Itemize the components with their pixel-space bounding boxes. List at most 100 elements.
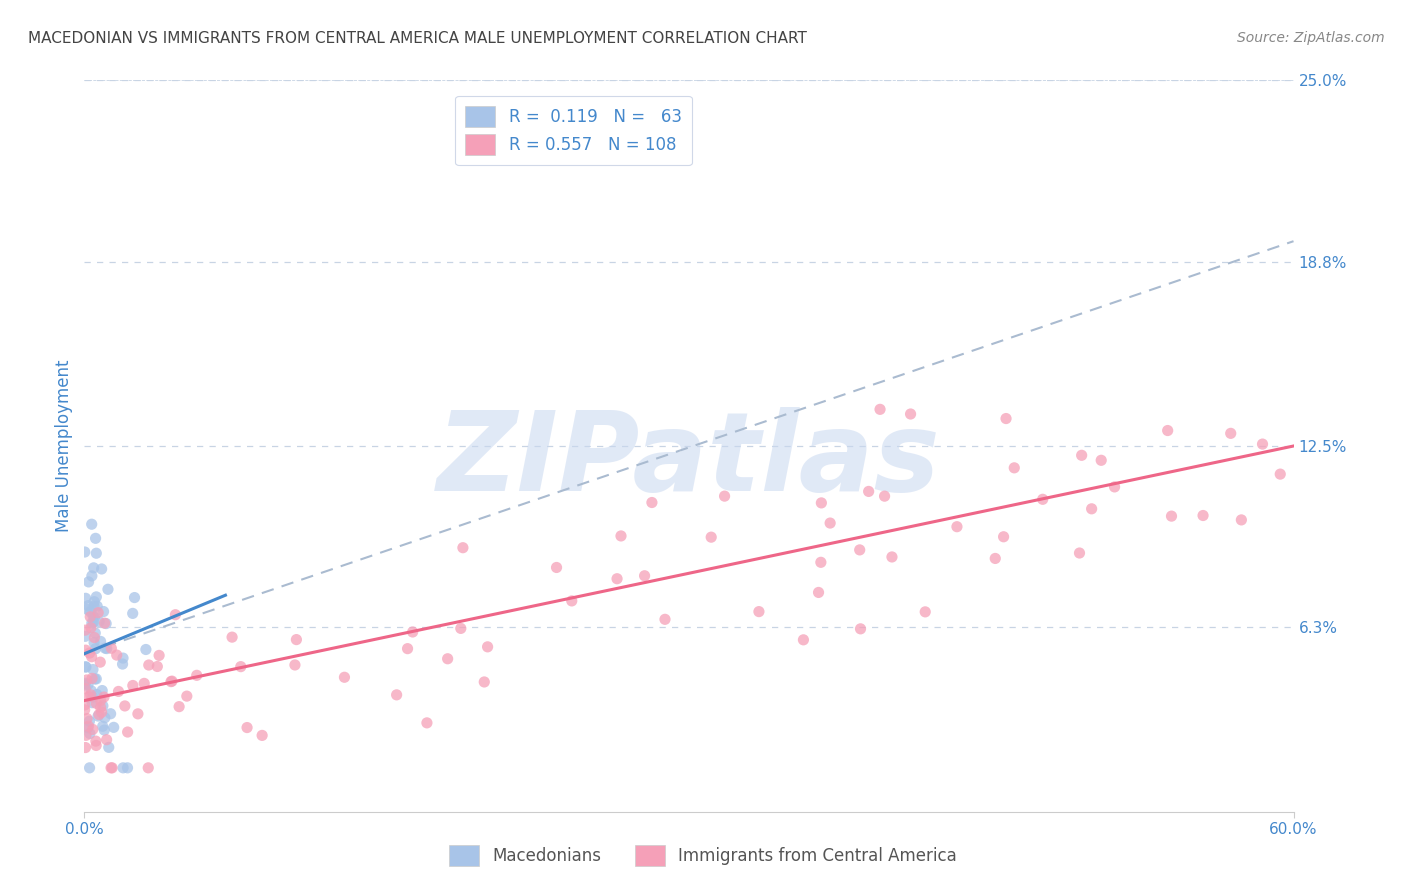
Point <box>86 590 108 604</box>
Point <box>75 740 97 755</box>
Point <box>858 484 880 499</box>
Point <box>121 607 143 621</box>
Point <box>176 689 198 703</box>
Point <box>111 657 134 671</box>
Point <box>84 734 107 748</box>
Point <box>818 516 841 530</box>
Point <box>100 641 122 656</box>
Point <box>77 719 100 733</box>
Point <box>984 551 1007 566</box>
Point <box>402 625 425 640</box>
Point <box>105 648 128 662</box>
Point <box>86 599 108 614</box>
Point <box>82 615 104 630</box>
Point <box>80 517 103 532</box>
Point <box>83 631 105 645</box>
Point <box>436 652 458 666</box>
Point <box>849 622 872 636</box>
Point <box>138 658 160 673</box>
Point <box>103 720 125 734</box>
Point <box>93 616 115 631</box>
Point <box>101 761 124 775</box>
Point <box>75 660 97 674</box>
Point <box>79 714 101 729</box>
Point <box>186 668 208 682</box>
Point <box>1090 453 1112 467</box>
Point <box>76 721 98 735</box>
Point <box>84 739 107 753</box>
Point <box>236 721 259 735</box>
Point <box>606 572 628 586</box>
Point <box>83 599 105 614</box>
Point <box>82 609 104 624</box>
Point <box>1230 513 1253 527</box>
Point <box>285 632 308 647</box>
Text: Source: ZipAtlas.com: Source: ZipAtlas.com <box>1237 31 1385 45</box>
Point <box>75 728 97 742</box>
Point <box>84 641 107 656</box>
Point <box>546 560 568 574</box>
Point <box>100 706 122 721</box>
Point <box>73 545 96 559</box>
Point <box>77 599 100 613</box>
Point <box>96 641 118 656</box>
Point <box>107 684 129 698</box>
Point <box>146 659 169 673</box>
Point <box>1002 460 1025 475</box>
Point <box>79 726 101 740</box>
Point <box>713 489 735 503</box>
Point <box>641 495 664 509</box>
Point <box>117 761 139 775</box>
Point <box>84 532 107 546</box>
Point <box>93 605 115 619</box>
Point <box>83 561 105 575</box>
Point <box>127 706 149 721</box>
Y-axis label: Male Unemployment: Male Unemployment <box>55 359 73 533</box>
Point <box>472 675 495 690</box>
Point <box>94 616 117 631</box>
Point <box>333 670 356 684</box>
Point <box>869 402 891 417</box>
Point <box>91 683 114 698</box>
Point <box>97 740 120 755</box>
Point <box>73 698 96 712</box>
Point <box>87 709 110 723</box>
Point <box>160 674 183 689</box>
Point <box>83 595 105 609</box>
Point <box>807 585 830 599</box>
Point <box>76 673 98 687</box>
Point <box>1156 424 1178 438</box>
Point <box>451 541 474 555</box>
Point <box>77 677 100 691</box>
Point <box>1219 426 1241 441</box>
Point <box>284 657 307 672</box>
Point <box>112 651 135 665</box>
Point <box>79 609 101 624</box>
Point <box>82 672 104 686</box>
Point <box>148 648 170 663</box>
Point <box>90 705 112 719</box>
Point <box>396 641 419 656</box>
Point <box>124 591 146 605</box>
Point <box>89 615 111 629</box>
Point <box>1069 546 1091 560</box>
Text: ZIPatlas: ZIPatlas <box>437 407 941 514</box>
Point <box>914 605 936 619</box>
Point <box>83 610 105 624</box>
Point <box>91 698 114 713</box>
Point <box>82 663 104 677</box>
Point <box>76 712 98 726</box>
Point <box>385 688 408 702</box>
Point <box>75 681 97 696</box>
Point <box>80 696 103 710</box>
Point <box>94 641 117 656</box>
Point <box>96 732 118 747</box>
Point <box>75 591 97 606</box>
Point <box>80 688 103 702</box>
Legend: Macedonians, Immigrants from Central America: Macedonians, Immigrants from Central Ame… <box>441 837 965 875</box>
Point <box>75 676 97 690</box>
Point <box>134 676 156 690</box>
Point <box>79 761 101 775</box>
Point <box>77 690 100 704</box>
Point <box>75 629 97 643</box>
